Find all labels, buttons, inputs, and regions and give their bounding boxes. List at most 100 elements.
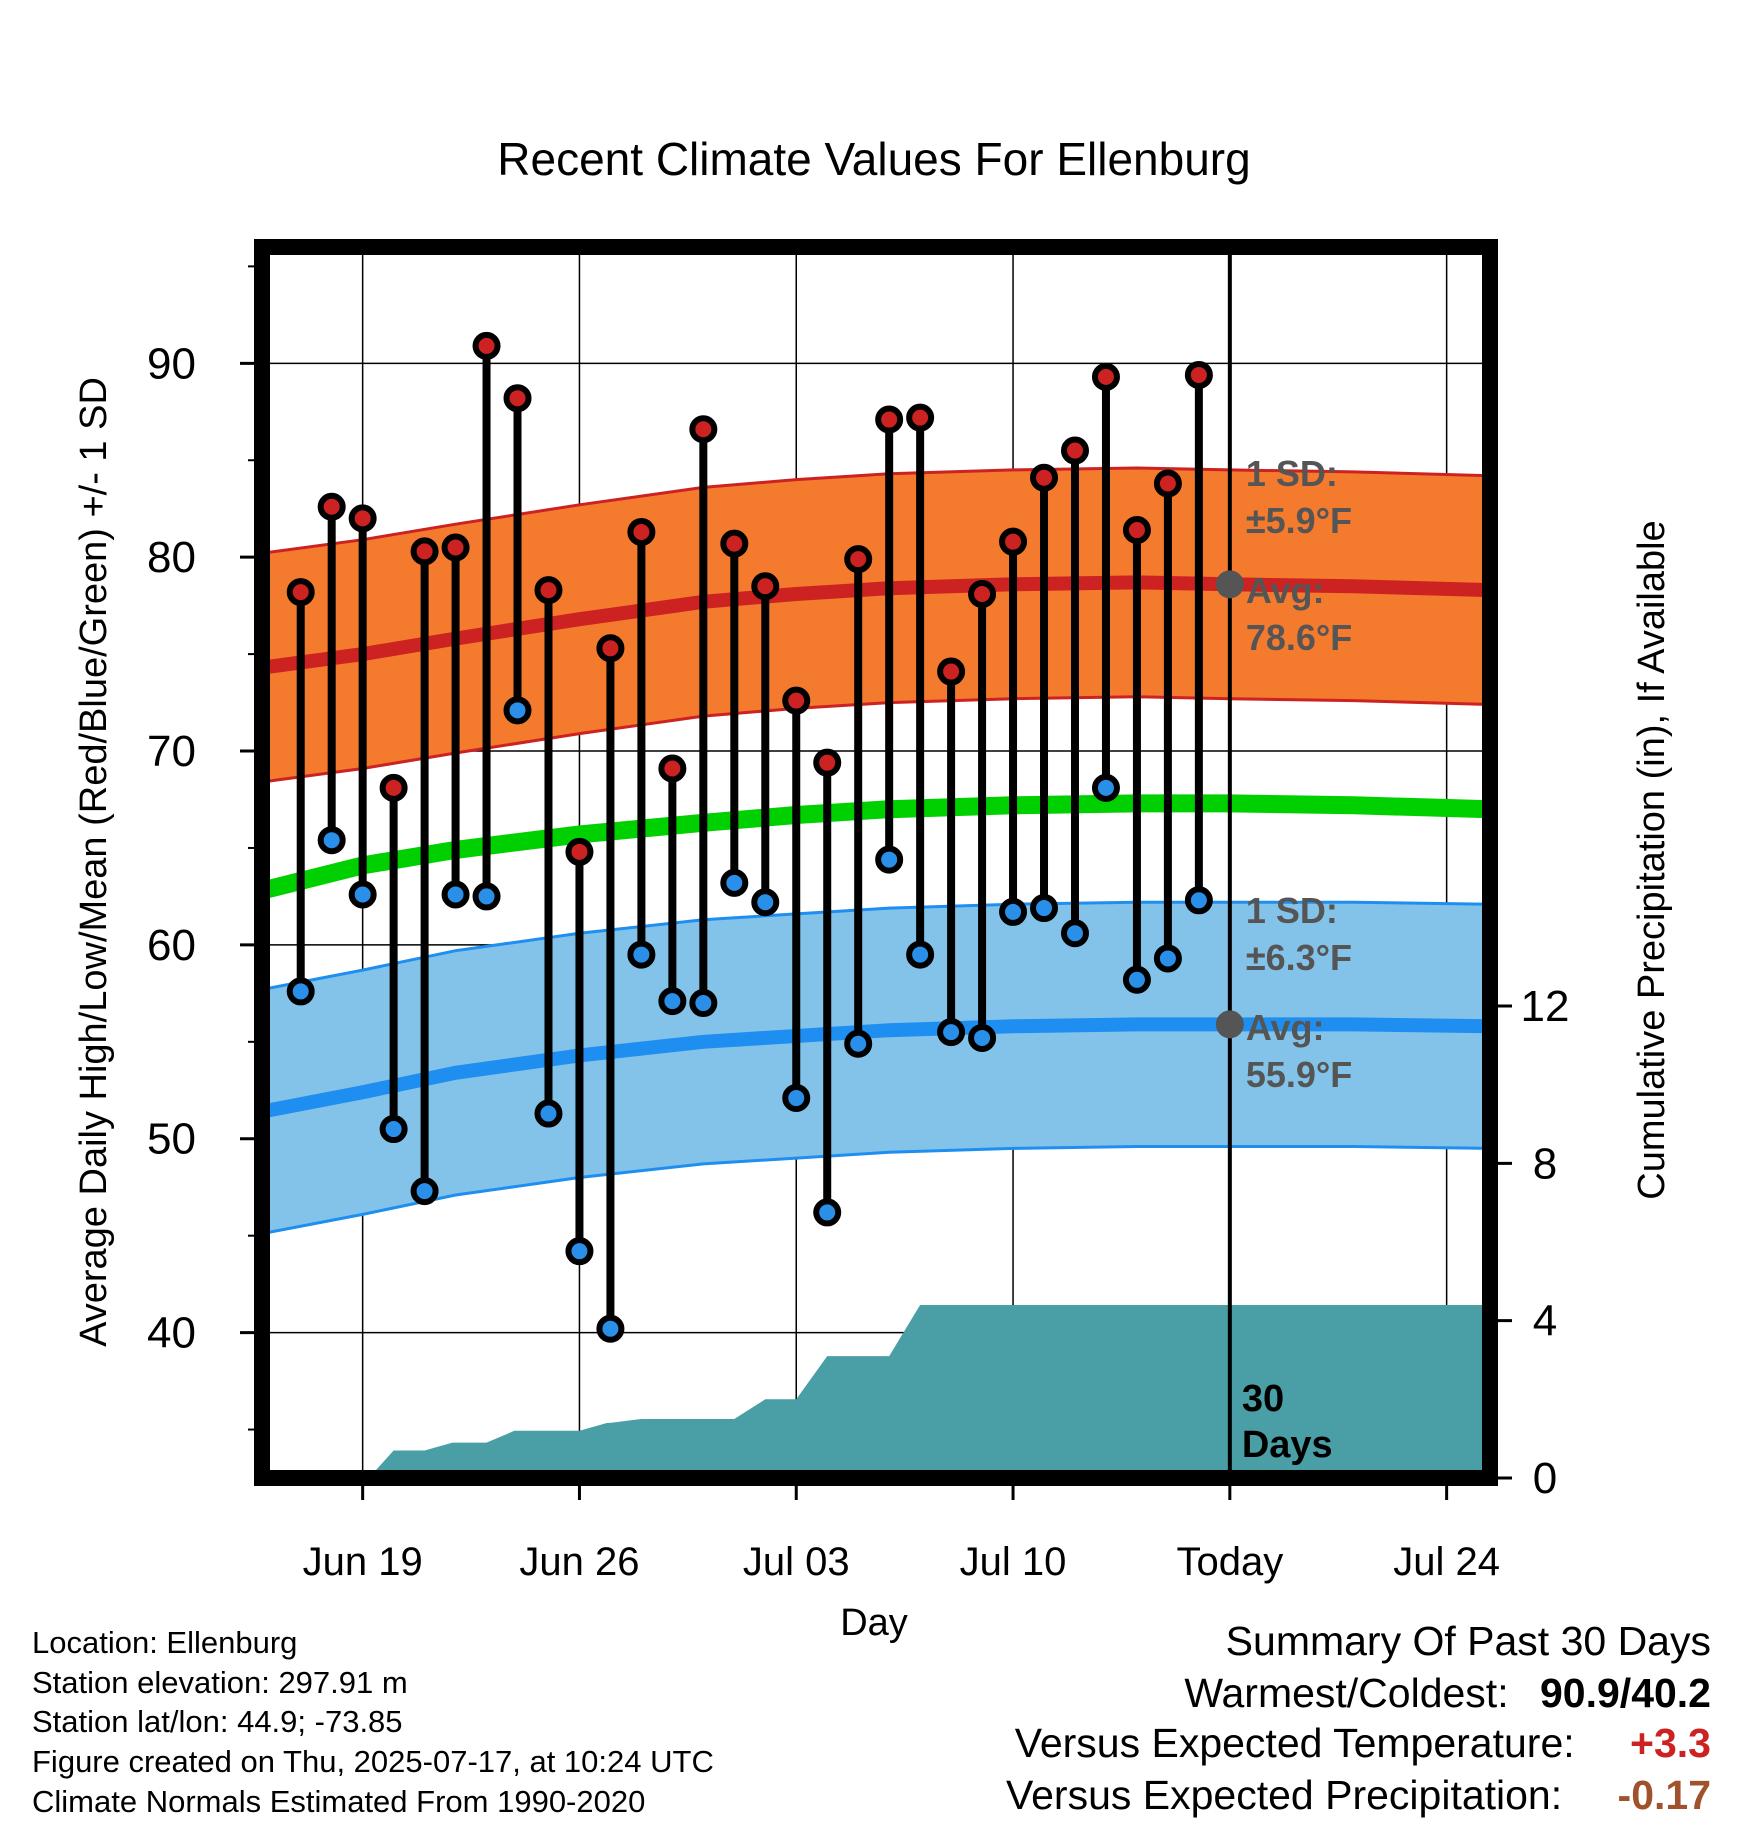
high-avg-label: Avg:	[1246, 570, 1325, 611]
right-y-axis-label: Cumulative Precipitation (in), If Availa…	[1631, 520, 1673, 1199]
today-days-label: Days	[1242, 1424, 1333, 1466]
high-point	[751, 572, 780, 601]
low-sd-lower-edge	[262, 1145, 1490, 1236]
high-point	[1122, 516, 1151, 545]
low-point	[658, 987, 687, 1016]
low-point	[348, 880, 377, 909]
elevation-text: Station elevation: 297.91 m	[32, 1665, 408, 1700]
daily-range-stems	[296, 345, 1203, 1329]
summary-precipitation: Versus Expected Precipitation: -0.17	[1006, 1772, 1711, 1819]
high-point	[286, 578, 315, 607]
high-point	[720, 529, 749, 558]
x-tick-label: Jul 10	[960, 1540, 1067, 1584]
low-point	[813, 1198, 842, 1227]
low-point	[441, 880, 470, 909]
created-text: Figure created on Thu, 2025-07-17, at 10…	[32, 1744, 714, 1779]
low-avg-value: 55.9°F	[1246, 1054, 1352, 1095]
low-point	[689, 989, 718, 1018]
low-sd-band	[262, 902, 1490, 1234]
precip-value: -0.17	[1617, 1772, 1711, 1818]
low-point	[720, 868, 749, 897]
x-tick-label: Jul 03	[743, 1540, 850, 1584]
precip-label: Versus Expected Precipitation:	[1006, 1772, 1563, 1818]
high-point	[441, 533, 470, 562]
low-point	[906, 940, 935, 969]
normal-bands	[262, 466, 1490, 1236]
y-right-tick-label: 8	[1533, 1139, 1557, 1188]
y-tick-label: 40	[147, 1309, 196, 1358]
x-tick-label: Jun 26	[519, 1540, 639, 1584]
high-point	[999, 527, 1028, 556]
high-point	[906, 403, 935, 432]
summary-temperature: Versus Expected Temperature: +3.3	[1015, 1720, 1711, 1767]
low-point	[751, 888, 780, 917]
low-point	[565, 1237, 594, 1266]
precipitation-area	[362, 1305, 1490, 1478]
low-point	[472, 882, 501, 911]
low-average-marker	[1215, 1010, 1244, 1039]
low-point	[534, 1099, 563, 1128]
high-point	[1184, 360, 1213, 389]
high-point	[317, 492, 346, 521]
low-sd-label: 1 SD:	[1246, 890, 1338, 931]
warm-cold-value: 90.9/40.2	[1540, 1670, 1711, 1716]
x-axis-label: Day	[840, 1602, 908, 1644]
high-sd-label: 1 SD:	[1246, 453, 1338, 494]
low-point	[844, 1029, 873, 1058]
low-point	[1153, 944, 1182, 973]
low-point	[937, 1018, 966, 1047]
high-point	[565, 837, 594, 866]
high-point	[596, 634, 625, 663]
y-tick-label: 80	[147, 533, 196, 582]
high-point	[503, 384, 532, 413]
low-point	[286, 977, 315, 1006]
low-point	[1184, 886, 1213, 915]
y-right-tick-label: 0	[1533, 1454, 1557, 1503]
low-point	[999, 897, 1028, 926]
low-point	[1122, 965, 1151, 994]
high-point	[1091, 362, 1120, 391]
x-tick-label: Jul 24	[1393, 1540, 1500, 1584]
high-point	[875, 405, 904, 434]
low-sd-value: ±6.3°F	[1246, 937, 1352, 978]
high-point	[844, 545, 873, 574]
low-point	[1030, 894, 1059, 923]
low-point	[968, 1023, 997, 1052]
low-point	[875, 845, 904, 874]
high-sd-value: ±5.9°F	[1246, 500, 1352, 541]
high-point	[410, 537, 439, 566]
low-point	[1060, 919, 1089, 948]
low-sd-upper-edge	[262, 900, 1490, 991]
high-point	[782, 686, 811, 715]
temp-value: +3.3	[1630, 1720, 1711, 1766]
mean-average-line	[262, 794, 1490, 900]
high-point	[813, 748, 842, 777]
high-average-line	[262, 575, 1490, 675]
y-tick-label: 90	[147, 339, 196, 388]
warm-cold-label: Warmest/Coldest:	[1184, 1670, 1509, 1716]
high-point	[968, 580, 997, 609]
y-tick-label: 70	[147, 727, 196, 776]
today-days-label: 30	[1242, 1378, 1284, 1420]
high-point	[937, 657, 966, 686]
y-axis-label: Average Daily High/Low/Mean (Red/Blue/Gr…	[73, 377, 115, 1347]
chart-title: Recent Climate Values For Ellenburg	[497, 133, 1250, 185]
high-sd-upper-edge	[262, 466, 1490, 555]
temp-label: Versus Expected Temperature:	[1014, 1720, 1575, 1766]
summary-heading: Summary Of Past 30 Days	[1225, 1618, 1711, 1664]
y-tick-label: 50	[147, 1115, 196, 1164]
location-text: Location: Ellenburg	[32, 1625, 298, 1660]
precipitation-fill	[362, 1305, 1490, 1478]
axes: 40 50 60 70 80 90 0 4 8 12 Jun 19 Jun 26 Jul 03 Jul 1…	[147, 265, 1569, 1584]
normals-text: Climate Normals Estimated From 1990-2020	[32, 1784, 646, 1819]
high-point	[534, 576, 563, 605]
high-point	[1153, 469, 1182, 498]
low-point	[596, 1314, 625, 1343]
y-right-tick-label: 4	[1533, 1297, 1557, 1346]
high-point	[348, 504, 377, 533]
latlon-text: Station lat/lon: 44.9; -73.85	[32, 1704, 403, 1739]
high-point	[1060, 436, 1089, 465]
high-point	[472, 331, 501, 360]
normal-annotations: 1 SD: ±5.9°F Avg: 78.6°F 1 SD: ±6.3°F Avg: 55.9…	[1215, 453, 1352, 1095]
